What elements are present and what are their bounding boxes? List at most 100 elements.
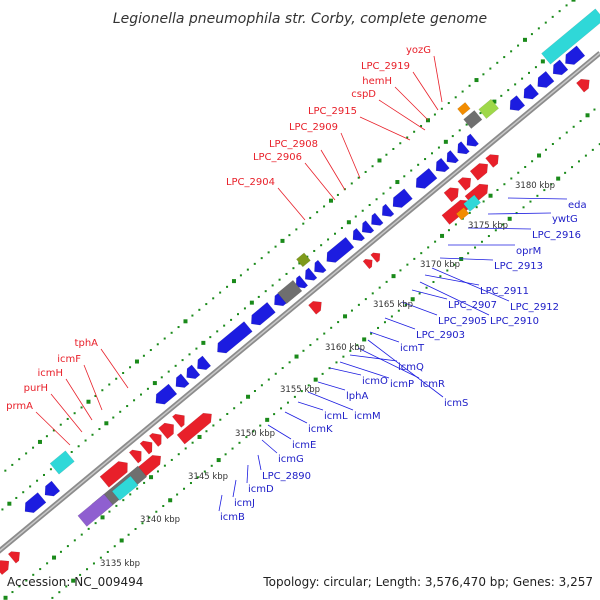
tick-mark	[260, 257, 263, 260]
olive-feature-block	[296, 252, 311, 268]
forward-gene-arrow	[139, 440, 153, 455]
leader-line	[35, 411, 71, 446]
leader-line	[284, 411, 308, 424]
tick-mark	[226, 285, 229, 288]
tick-mark	[395, 180, 400, 185]
leader-line	[297, 401, 324, 411]
tick-mark	[439, 275, 442, 278]
reverse-gene-arrow	[435, 157, 450, 173]
forward-gene-arrow	[128, 449, 142, 464]
tick-mark	[84, 439, 87, 442]
tick-mark	[593, 108, 596, 111]
tick-mark	[403, 175, 406, 178]
tick-mark	[66, 545, 69, 548]
tick-mark	[195, 347, 198, 350]
tick-mark	[152, 381, 157, 386]
tick-mark	[119, 410, 122, 413]
tick-mark	[356, 344, 359, 347]
reverse-gene-arrow	[155, 383, 178, 405]
tick-mark	[424, 158, 427, 161]
leader-line	[369, 331, 400, 343]
tick-mark	[49, 468, 52, 471]
reverse-gene-label: lphA	[346, 391, 368, 402]
tick-mark	[91, 433, 94, 436]
reverse-gene-label: icmK	[308, 424, 333, 435]
tick-mark	[330, 326, 333, 329]
tick-mark	[236, 313, 239, 316]
tick-mark	[253, 390, 256, 393]
tick-mark	[410, 297, 415, 302]
reverse-gene-arrow	[326, 236, 355, 263]
tick-mark	[510, 50, 513, 53]
tick-mark	[418, 292, 421, 295]
tick-mark	[129, 366, 132, 369]
tick-mark	[551, 143, 554, 146]
tick-mark	[239, 274, 242, 277]
reverse-gene-arrow	[217, 321, 253, 354]
tick-mark	[579, 120, 582, 123]
tick-mark	[32, 446, 35, 449]
tick-mark	[288, 234, 291, 237]
forward-gene-label: tphA	[75, 338, 99, 349]
tick-mark	[77, 445, 80, 448]
tick-mark	[252, 430, 255, 433]
tick-mark	[52, 555, 57, 560]
tick-mark	[71, 578, 76, 583]
forward-gene-arrow	[362, 258, 373, 270]
tick-mark	[467, 252, 470, 255]
tick-mark	[92, 562, 95, 565]
tick-mark	[556, 176, 561, 181]
tick-mark	[475, 206, 478, 209]
leader-line	[257, 454, 262, 471]
tick-mark	[302, 349, 305, 352]
tick-mark	[139, 393, 142, 396]
tick-mark	[196, 476, 199, 479]
tick-mark	[397, 309, 400, 312]
kbp-label: 3160 kbp	[325, 343, 365, 353]
leader-line	[359, 116, 411, 141]
leader-line	[340, 132, 361, 179]
tick-mark	[406, 263, 409, 266]
tick-mark	[231, 279, 236, 284]
tick-mark	[487, 235, 490, 238]
tick-mark	[430, 152, 433, 155]
tick-mark	[66, 417, 69, 420]
tick-mark	[42, 473, 45, 476]
kbp-label: 3180 kbp	[515, 181, 555, 191]
forward-gene-label: icmF	[57, 354, 81, 365]
tick-mark	[177, 326, 180, 329]
tick-mark	[205, 303, 208, 306]
forward-gene-label: hemH	[362, 76, 392, 87]
tick-mark	[427, 246, 430, 249]
topology-label: Topology: circular; Length: 3,576,470 bp…	[262, 575, 593, 589]
reverse-gene-arrow	[44, 480, 61, 497]
tick-mark	[515, 212, 518, 215]
tick-mark	[52, 429, 55, 432]
tick-mark	[522, 206, 525, 209]
reverse-gene-label: LPC_2890	[262, 471, 311, 482]
tick-mark	[134, 359, 139, 364]
tick-mark	[328, 198, 333, 203]
reverse-gene-arrow	[304, 267, 318, 281]
tick-mark	[514, 83, 517, 86]
tick-mark	[375, 198, 378, 201]
tick-mark	[316, 211, 319, 214]
tick-mark	[18, 585, 21, 588]
tick-mark	[480, 240, 483, 243]
tick-mark	[265, 417, 270, 422]
tick-mark	[156, 470, 159, 473]
tick-mark	[219, 418, 222, 421]
tick-mark	[354, 215, 357, 218]
tick-mark	[571, 166, 574, 169]
tick-mark	[280, 238, 285, 243]
tick-mark	[320, 244, 323, 247]
tick-mark	[80, 406, 83, 409]
reverse-gene-arrow	[314, 259, 327, 274]
reverse-gene-arrow	[251, 301, 276, 326]
forward-gene-label: yozG	[406, 45, 431, 56]
tick-mark	[517, 44, 520, 47]
reverse-gene-label: LPC_2911	[480, 286, 529, 297]
tick-mark	[327, 238, 330, 241]
tick-mark	[540, 59, 545, 64]
gray-feature-block	[463, 110, 483, 129]
